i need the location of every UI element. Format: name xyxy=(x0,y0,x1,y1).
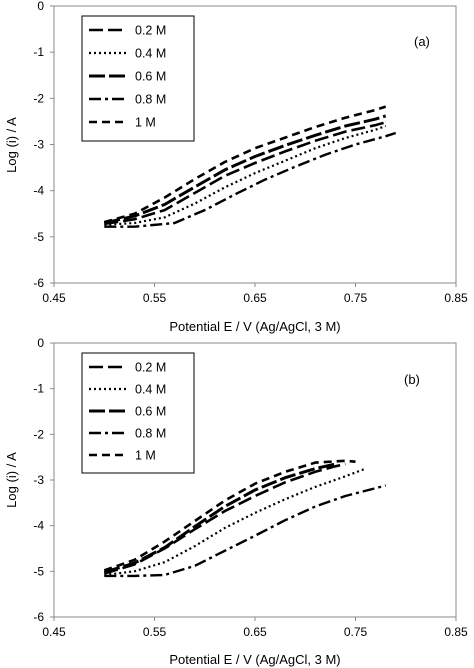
legend-label-b-3: 0.6 M xyxy=(135,405,166,419)
y-axis-label-a: Log (i) / A xyxy=(4,117,19,173)
series-line-a-5 xyxy=(103,105,387,224)
x-tick-label-a: 0.55 xyxy=(143,291,167,305)
x-tick-label-b: 0.65 xyxy=(243,625,267,639)
panel-label-a: (a) xyxy=(414,34,430,49)
legend-label-a-4: 0.8 M xyxy=(135,93,166,107)
x-tick-label-b: 0.75 xyxy=(344,625,368,639)
series-line-b-5 xyxy=(103,459,356,572)
y-tick-label-a: -2 xyxy=(33,91,44,105)
chart-panel-b: (b) Potential E / V (Ag/AgCl, 3 M) Log (… xyxy=(4,336,468,667)
y-tick-label-a: -1 xyxy=(33,45,44,59)
x-axis-label-a: Potential E / V (Ag/AgCl, 3 M) xyxy=(169,319,340,334)
x-tick-label-a: 0.75 xyxy=(344,291,368,305)
y-axis-label-b: Log (i) / A xyxy=(4,452,19,508)
series-line-a-3 xyxy=(103,114,387,225)
series-line-a-2 xyxy=(104,124,387,226)
y-tick-label-a: -4 xyxy=(33,184,44,198)
y-tick-label-b: -2 xyxy=(33,427,44,441)
x-tick-label-b: 0.85 xyxy=(444,625,468,639)
y-tick-label-b: -3 xyxy=(33,473,44,487)
legend-label-b-1: 0.2 M xyxy=(135,361,166,375)
legend-box-b xyxy=(81,352,195,474)
chart-panel-a: (a) Potential E / V (Ag/AgCl, 3 M) Log (… xyxy=(4,0,468,334)
y-tick-label-a: -5 xyxy=(33,230,44,244)
legend-label-a-2: 0.4 M xyxy=(135,47,166,61)
y-tick-label-b: -4 xyxy=(33,519,44,533)
y-tick-label-b: -6 xyxy=(33,610,44,624)
legend-label-a-3: 0.6 M xyxy=(135,70,166,84)
y-tick-label-a: -3 xyxy=(33,138,44,152)
x-tick-label-a: 0.65 xyxy=(243,291,267,305)
legend-label-b-5: 1 M xyxy=(135,449,156,463)
y-tick-label-b: -5 xyxy=(33,564,44,578)
legend-label-b-2: 0.4 M xyxy=(135,383,166,397)
series-line-b-4 xyxy=(104,484,387,578)
legend-label-a-5: 1 M xyxy=(135,116,156,130)
series-line-b-1 xyxy=(103,462,346,575)
legend-label-a-1: 0.2 M xyxy=(135,24,166,38)
x-tick-label-b: 0.45 xyxy=(42,625,66,639)
series-line-a-4 xyxy=(104,131,397,228)
x-tick-label-b: 0.55 xyxy=(143,625,167,639)
y-tick-label-a: 0 xyxy=(37,0,44,13)
series-line-a-1 xyxy=(104,121,387,226)
x-tick-label-a: 0.45 xyxy=(42,291,66,305)
legend-box-a xyxy=(81,15,195,142)
y-tick-label-b: 0 xyxy=(37,336,44,350)
series-line-b-3 xyxy=(103,462,336,574)
y-tick-label-b: -1 xyxy=(33,382,44,396)
legend-label-b-4: 0.8 M xyxy=(135,427,166,441)
panel-label-b: (b) xyxy=(404,372,420,387)
y-tick-label-a: -6 xyxy=(33,276,44,290)
series-line-b-2 xyxy=(104,467,366,577)
x-axis-label-b: Potential E / V (Ag/AgCl, 3 M) xyxy=(169,652,340,667)
x-tick-label-a: 0.85 xyxy=(444,291,468,305)
